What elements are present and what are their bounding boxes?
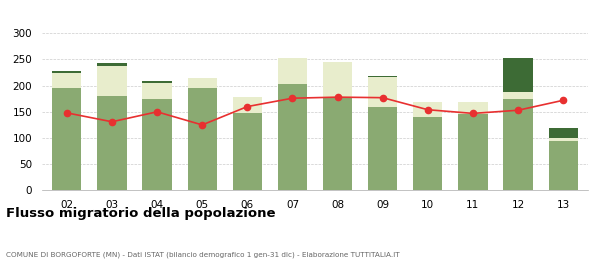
- Bar: [188, 78, 217, 88]
- Bar: [368, 107, 397, 190]
- Bar: [233, 113, 262, 190]
- Bar: [503, 99, 533, 190]
- Bar: [142, 81, 172, 83]
- Bar: [52, 88, 82, 190]
- Bar: [52, 73, 82, 88]
- Bar: [97, 96, 127, 190]
- Bar: [188, 88, 217, 190]
- Text: COMUNE DI BORGOFORTE (MN) - Dati ISTAT (bilancio demografico 1 gen-31 dic) - Ela: COMUNE DI BORGOFORTE (MN) - Dati ISTAT (…: [6, 252, 400, 258]
- Bar: [97, 66, 127, 96]
- Bar: [413, 116, 442, 190]
- Text: Flusso migratorio della popolazione: Flusso migratorio della popolazione: [6, 207, 275, 220]
- Bar: [413, 102, 442, 116]
- Bar: [142, 83, 172, 99]
- Bar: [548, 141, 578, 190]
- Bar: [278, 83, 307, 190]
- Bar: [323, 98, 352, 190]
- Bar: [548, 127, 578, 138]
- Bar: [278, 59, 307, 83]
- Bar: [368, 76, 397, 77]
- Bar: [142, 99, 172, 190]
- Bar: [548, 138, 578, 141]
- Bar: [458, 114, 488, 190]
- Bar: [368, 77, 397, 107]
- Bar: [97, 63, 127, 66]
- Bar: [503, 92, 533, 99]
- Bar: [52, 71, 82, 73]
- Bar: [458, 102, 488, 114]
- Bar: [323, 62, 352, 98]
- Bar: [503, 59, 533, 92]
- Bar: [233, 97, 262, 113]
